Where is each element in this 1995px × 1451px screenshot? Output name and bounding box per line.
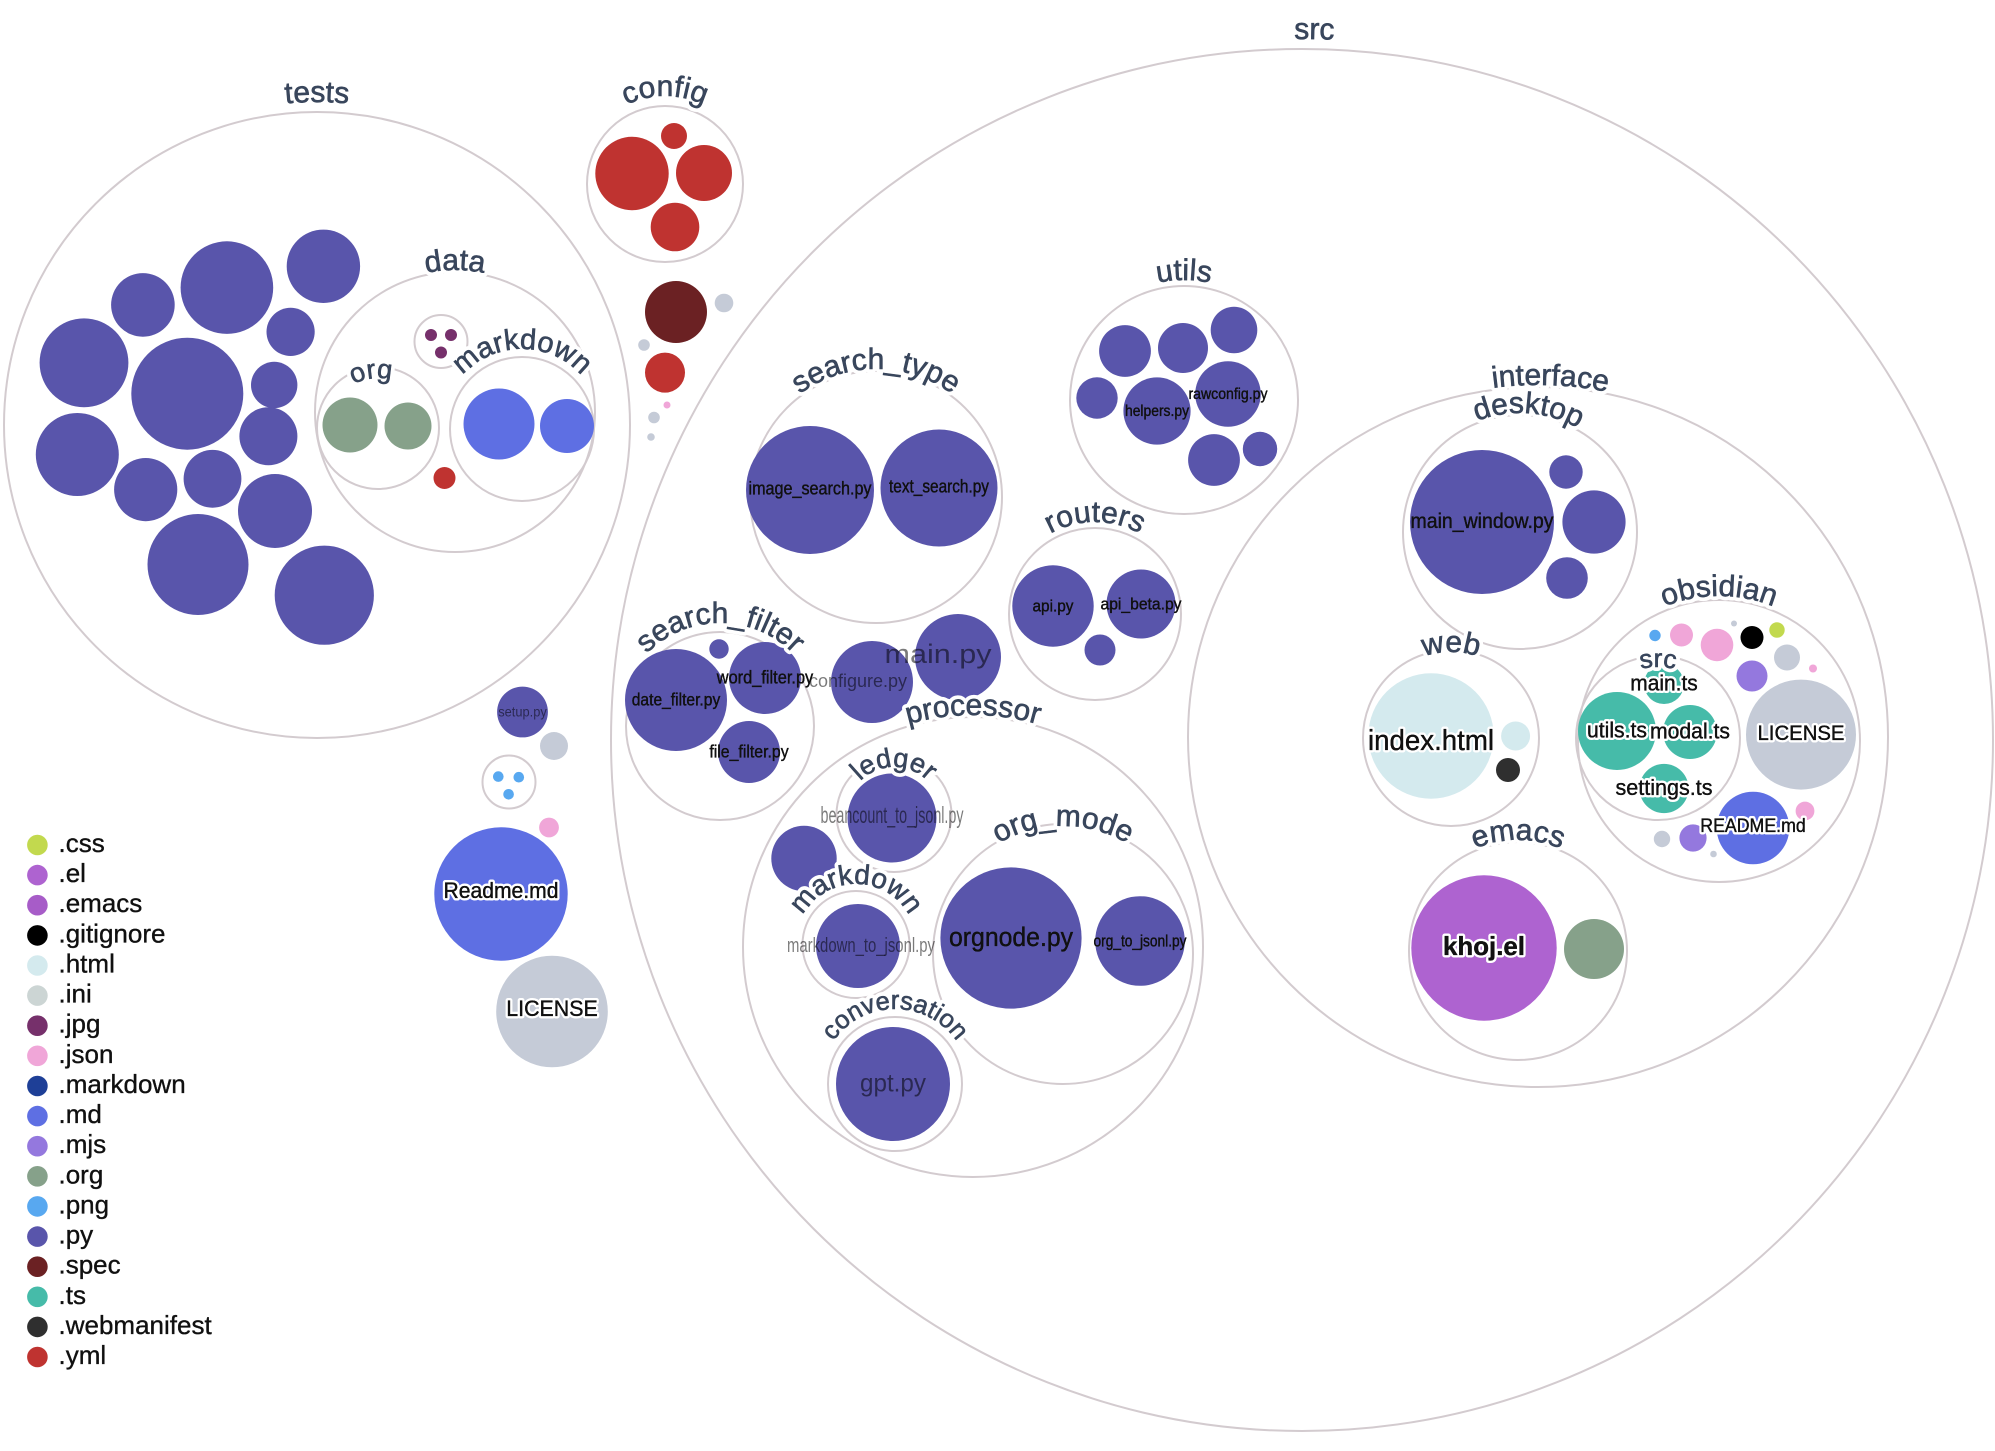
svg-text:api.py: api.py — [1033, 597, 1074, 616]
svg-text:rawconfig.py: rawconfig.py — [1189, 386, 1268, 403]
svg-text:.md: .md — [59, 1099, 102, 1129]
svg-text:setup.py: setup.py — [498, 704, 547, 720]
svg-text:.html: .html — [59, 949, 115, 979]
svg-text:org_to_jsonl.py: org_to_jsonl.py — [1094, 933, 1188, 951]
svg-text:.emacs: .emacs — [59, 888, 143, 918]
svg-text:Readme.md: Readme.md — [444, 878, 559, 903]
svg-text:.ini: .ini — [59, 979, 92, 1009]
svg-text:helpers.py: helpers.py — [1125, 403, 1189, 420]
svg-text:api.py: api.py — [1033, 597, 1074, 616]
svg-text:data: data — [422, 244, 488, 280]
svg-text:.png: .png — [59, 1189, 110, 1219]
svg-text:text_search.py: text_search.py — [889, 477, 989, 498]
svg-text:image_search.py: image_search.py — [749, 479, 872, 500]
svg-text:web: web — [1418, 626, 1484, 663]
svg-text:LICENSE: LICENSE — [1758, 722, 1845, 745]
svg-text:LICENSE: LICENSE — [1758, 722, 1845, 745]
svg-text:src: src — [1294, 13, 1335, 47]
svg-text:utils.ts: utils.ts — [1587, 718, 1647, 743]
svg-text:LICENSE: LICENSE — [506, 996, 598, 1021]
svg-text:.css: .css — [59, 828, 105, 858]
svg-text:orgnode.py: orgnode.py — [949, 922, 1073, 952]
svg-text:settings.ts: settings.ts — [1616, 775, 1713, 800]
svg-text:README.md: README.md — [1700, 816, 1806, 837]
svg-text:khoj.el: khoj.el — [1443, 931, 1525, 961]
svg-text:word_filter.py: word_filter.py — [716, 668, 813, 689]
svg-text:tests: tests — [283, 76, 350, 111]
svg-text:main.py: main.py — [885, 639, 993, 669]
svg-text:settings.ts: settings.ts — [1616, 775, 1713, 800]
svg-text:configure.py: configure.py — [809, 671, 907, 691]
svg-text:word_filter.py: word_filter.py — [716, 668, 813, 689]
svg-text:date_filter.py: date_filter.py — [632, 690, 721, 711]
svg-text:src: src — [1637, 643, 1679, 675]
svg-text:.spec: .spec — [59, 1250, 121, 1280]
svg-text:orgnode.py: orgnode.py — [949, 922, 1073, 952]
svg-text:main.ts: main.ts — [1630, 671, 1698, 696]
svg-text:modal.ts: modal.ts — [1650, 719, 1730, 744]
svg-text:api_beta.py: api_beta.py — [1101, 595, 1182, 614]
svg-text:markdown_to_jsonl.py: markdown_to_jsonl.py — [787, 935, 935, 957]
svg-text:Readme.md: Readme.md — [444, 878, 559, 903]
svg-text:.jpg: .jpg — [59, 1009, 101, 1039]
svg-text:main_window.py: main_window.py — [1411, 510, 1554, 533]
svg-text:file_filter.py: file_filter.py — [709, 742, 789, 763]
svg-text:web: web — [1418, 626, 1484, 663]
svg-text:.gitignore: .gitignore — [59, 918, 166, 948]
svg-text:.json: .json — [59, 1039, 114, 1069]
svg-text:LICENSE: LICENSE — [506, 996, 598, 1021]
svg-text:.markdown: .markdown — [59, 1069, 186, 1099]
svg-text:.el: .el — [59, 858, 86, 888]
svg-text:utils: utils — [1154, 254, 1215, 290]
svg-text:utils: utils — [1154, 254, 1215, 290]
svg-text:.ts: .ts — [59, 1280, 86, 1310]
svg-text:README.md: README.md — [1700, 816, 1806, 837]
svg-text:beancount_to_jsonl.py: beancount_to_jsonl.py — [821, 802, 964, 828]
svg-text:date_filter.py: date_filter.py — [632, 690, 721, 711]
svg-text:index.html: index.html — [1368, 725, 1494, 757]
svg-text:.org: .org — [59, 1159, 104, 1189]
svg-text:main_window.py: main_window.py — [1411, 510, 1554, 533]
svg-text:gpt.py: gpt.py — [860, 1070, 926, 1098]
svg-text:src: src — [1294, 13, 1335, 47]
svg-text:org_to_jsonl.py: org_to_jsonl.py — [1094, 933, 1188, 951]
svg-text:.webmanifest: .webmanifest — [59, 1310, 213, 1340]
svg-text:rawconfig.py: rawconfig.py — [1189, 386, 1268, 403]
svg-text:src: src — [1637, 643, 1679, 675]
svg-text:api_beta.py: api_beta.py — [1101, 595, 1182, 614]
svg-text:main.ts: main.ts — [1630, 671, 1698, 696]
svg-text:helpers.py: helpers.py — [1125, 403, 1189, 420]
svg-text:file_filter.py: file_filter.py — [709, 742, 789, 763]
svg-text:image_search.py: image_search.py — [749, 479, 872, 500]
svg-text:index.html: index.html — [1368, 725, 1494, 757]
svg-text:data: data — [422, 244, 488, 280]
svg-text:khoj.el: khoj.el — [1443, 931, 1525, 961]
svg-text:.py: .py — [59, 1220, 94, 1250]
svg-text:text_search.py: text_search.py — [889, 477, 989, 498]
svg-text:.mjs: .mjs — [59, 1129, 107, 1159]
svg-text:utils.ts: utils.ts — [1587, 718, 1647, 743]
svg-text:.yml: .yml — [59, 1340, 107, 1370]
svg-text:modal.ts: modal.ts — [1650, 719, 1730, 744]
